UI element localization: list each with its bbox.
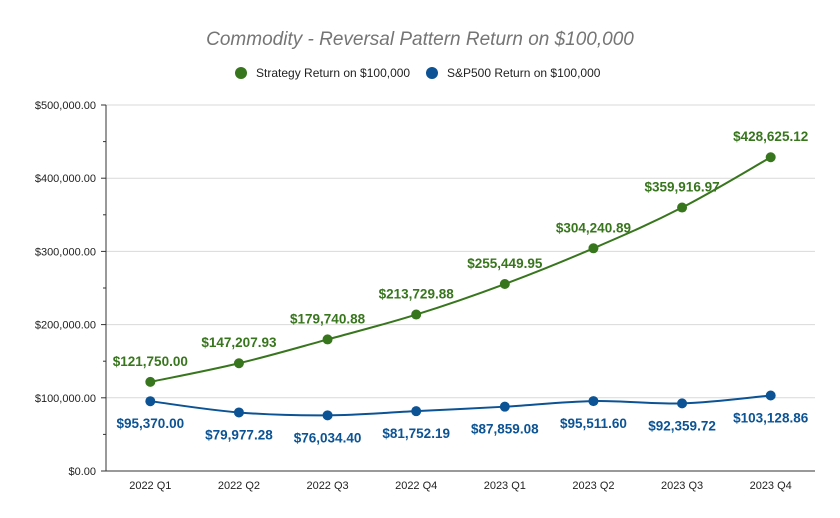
y-tick-label: $400,000.00 — [35, 173, 96, 185]
data-label: $76,034.40 — [294, 430, 362, 445]
data-point — [499, 279, 510, 290]
gridlines — [106, 104, 815, 399]
data-point — [677, 398, 688, 409]
data-point — [322, 410, 333, 421]
data-label: $103,128.86 — [733, 411, 809, 426]
data-label: $81,752.19 — [382, 426, 450, 441]
y-tick-label: $0.00 — [68, 466, 96, 478]
series-line-1 — [150, 394, 771, 417]
data-label: $92,359.72 — [648, 418, 716, 433]
legend-marker-strategy — [235, 67, 247, 79]
data-label: $121,750.00 — [113, 354, 188, 369]
x-axis-ticks: 2022 Q1 2022 Q2 2022 Q3 2022 Q4 2023 Q1 2023 … — [106, 470, 815, 492]
x-tick-label: 2022 Q3 — [306, 480, 348, 492]
data-label: $87,859.08 — [471, 422, 539, 437]
data-point — [411, 309, 422, 320]
y-tick-label: $300,000.00 — [35, 246, 96, 258]
legend-label-strategy: Strategy Return on $100,000 — [256, 66, 410, 80]
series-layer — [145, 152, 776, 421]
y-tick-label: $100,000.00 — [35, 393, 96, 405]
data-point — [765, 390, 776, 401]
data-point — [588, 396, 599, 407]
x-tick-label: 2022 Q1 — [129, 480, 171, 492]
data-point — [588, 243, 599, 254]
y-tick-label: $500,000.00 — [35, 100, 96, 112]
data-point — [765, 152, 776, 163]
data-label: $304,240.89 — [556, 220, 631, 235]
data-label: $255,449.95 — [467, 256, 543, 271]
x-tick-label: 2023 Q1 — [484, 480, 526, 492]
x-tick-label: 2023 Q4 — [750, 480, 792, 492]
chart-title: Commodity - Reversal Pattern Return on $… — [206, 29, 634, 50]
y-axis-ticks: $0.00 $100,000.00 $200,000.00 $300,000.00 $4… — [35, 100, 107, 478]
data-label: $359,916.97 — [645, 180, 720, 195]
data-point — [322, 334, 333, 345]
data-label: $179,740.88 — [290, 311, 366, 326]
legend-marker-sp500 — [426, 67, 438, 79]
data-point — [145, 376, 156, 387]
x-tick-label: 2022 Q2 — [218, 480, 260, 492]
y-tick-label: $200,000.00 — [35, 320, 96, 332]
legend-label-sp500: S&P500 Return on $100,000 — [447, 66, 601, 80]
data-label: $428,625.12 — [733, 129, 808, 144]
data-point — [145, 396, 156, 407]
data-point — [411, 406, 422, 417]
data-point — [499, 401, 510, 412]
data-labels: $121,750.00 $147,207.93 $179,740.88 $213,72… — [113, 129, 809, 445]
data-label: $147,207.93 — [201, 335, 277, 350]
data-point — [233, 407, 244, 418]
data-label: $213,729.88 — [379, 287, 455, 302]
data-point — [233, 358, 244, 369]
data-point — [677, 202, 688, 213]
x-tick-label: 2023 Q2 — [572, 480, 614, 492]
legend: Strategy Return on $100,000 S&P500 Retur… — [235, 66, 601, 80]
data-label: $79,977.28 — [205, 427, 273, 442]
data-label: $95,370.00 — [117, 416, 185, 431]
data-label: $95,511.60 — [560, 416, 627, 431]
x-tick-label: 2022 Q4 — [395, 480, 437, 492]
x-tick-label: 2023 Q3 — [661, 480, 703, 492]
